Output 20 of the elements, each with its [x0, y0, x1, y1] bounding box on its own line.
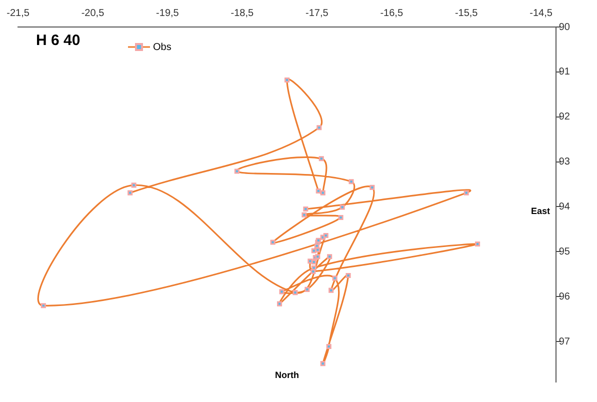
y-tick-label: 92 — [558, 112, 570, 123]
x-tick-label: -17,5 — [305, 8, 329, 19]
y-tick-label: 91 — [558, 66, 570, 78]
x-tick-label: -19,5 — [156, 8, 180, 19]
x-axis-title: North — [275, 370, 299, 380]
x-tick-label: -20,5 — [81, 8, 105, 19]
y-axis-title: East — [530, 206, 550, 216]
y-tick-label: 90 — [558, 22, 570, 33]
chart-title: H 6 40 — [36, 32, 80, 50]
y-tick-label: 97 — [558, 336, 570, 348]
y-tick-label: 95 — [558, 246, 570, 258]
y-tick-label: 94 — [558, 201, 570, 212]
x-tick-label: -18,5 — [230, 8, 254, 19]
y-tick-label: 93 — [558, 156, 570, 168]
y-tick-label: 96 — [558, 291, 570, 302]
x-tick-label: -21,5 — [6, 8, 30, 19]
x-tick-label: -16,5 — [380, 8, 404, 19]
x-tick-label: -14,5 — [530, 8, 553, 19]
x-tick-label: -15,5 — [454, 8, 478, 19]
legend-label: Obs — [153, 42, 172, 53]
